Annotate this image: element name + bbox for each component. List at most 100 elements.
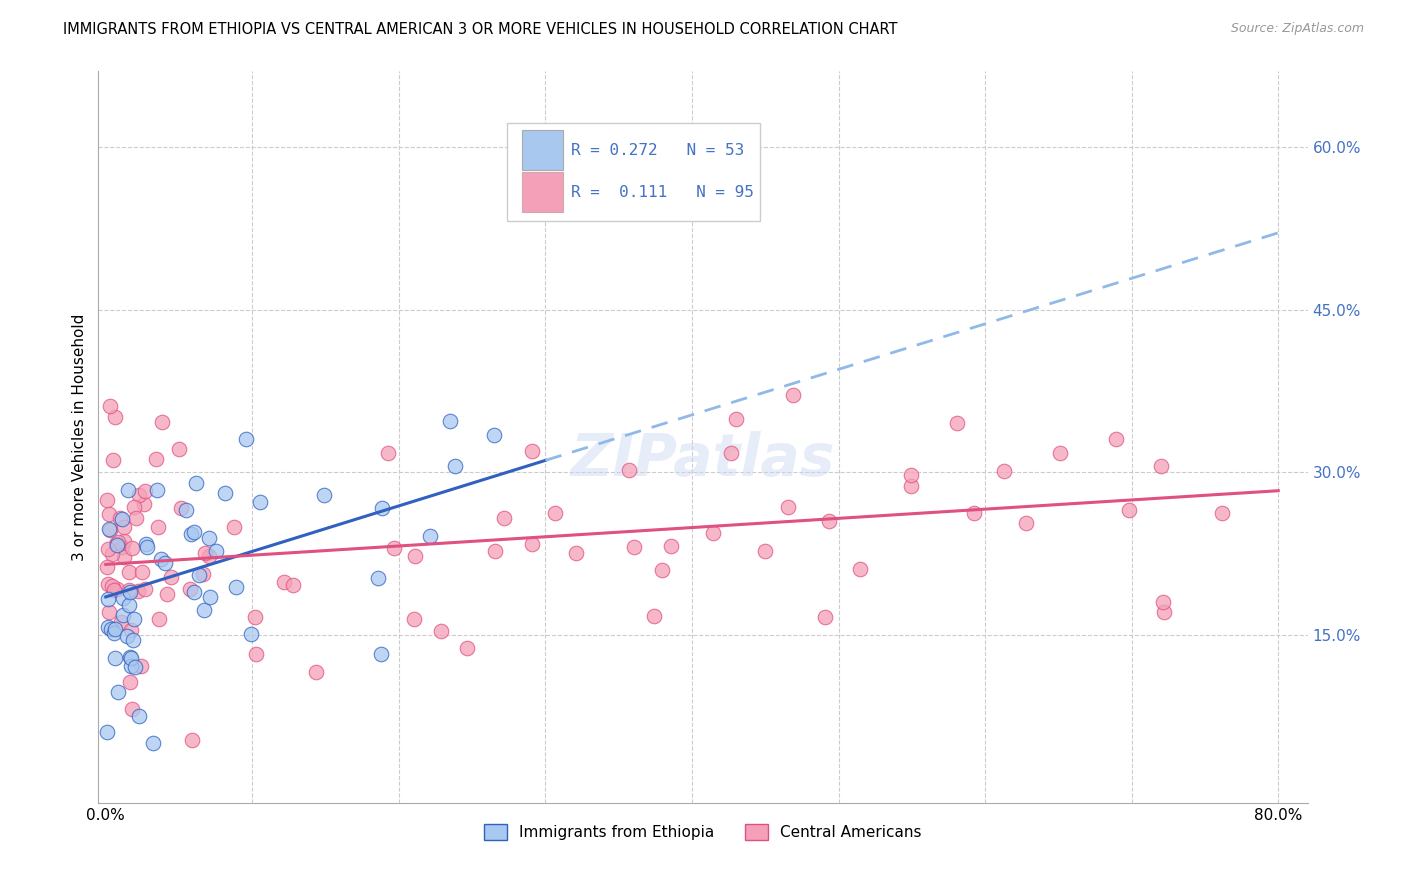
Text: R =  0.111   N = 95: R = 0.111 N = 95 [571, 186, 754, 201]
Point [96, 725, 118, 739]
Point [159, 570, 181, 584]
Point [97, 541, 120, 556]
Point [122, 632, 145, 647]
Point [115, 629, 138, 643]
Point [482, 427, 505, 442]
Point [148, 612, 170, 626]
Text: R = 0.272   N = 53: R = 0.272 N = 53 [571, 144, 744, 159]
Point [814, 610, 837, 624]
Point [111, 511, 134, 525]
Point [105, 538, 128, 552]
Point [118, 649, 141, 664]
Point [240, 627, 263, 641]
Point [623, 540, 645, 554]
Point [170, 501, 193, 516]
Point [370, 500, 392, 515]
Point [97, 508, 120, 522]
Point [214, 486, 236, 500]
Point [128, 488, 150, 502]
Point [97, 605, 120, 619]
Point [122, 612, 145, 626]
Point [131, 566, 153, 580]
Point [1015, 516, 1038, 530]
Point [222, 520, 245, 534]
Point [419, 529, 441, 543]
Point [107, 685, 129, 699]
Point [142, 736, 165, 750]
Point [993, 464, 1015, 478]
Point [134, 497, 156, 511]
Point [105, 582, 128, 596]
Point [145, 451, 167, 466]
Point [104, 537, 127, 551]
Point [183, 585, 205, 599]
Point [245, 647, 267, 661]
Point [235, 432, 257, 446]
Point [125, 511, 148, 525]
Point [104, 622, 127, 636]
Point [101, 452, 124, 467]
Point [404, 549, 426, 563]
Text: ZIPatlas: ZIPatlas [571, 431, 835, 488]
Point [96, 559, 118, 574]
Point [110, 615, 132, 630]
Point [145, 483, 167, 497]
Point [114, 550, 136, 565]
Point [96, 493, 118, 508]
Point [1105, 432, 1128, 446]
Point [100, 622, 122, 636]
Point [118, 582, 141, 597]
Point [118, 565, 141, 579]
Point [134, 582, 156, 597]
Point [180, 527, 202, 541]
Point [127, 584, 149, 599]
Point [121, 541, 143, 555]
Legend: Immigrants from Ethiopia, Central Americans: Immigrants from Ethiopia, Central Americ… [478, 818, 928, 847]
Point [191, 567, 214, 582]
Point [124, 659, 146, 673]
Point [97, 577, 120, 591]
Point [117, 483, 139, 498]
Point [98, 399, 121, 413]
Point [111, 540, 134, 554]
Point [179, 582, 201, 596]
Point [404, 612, 426, 626]
Point [273, 575, 295, 590]
Point [1150, 459, 1173, 474]
Point [120, 623, 142, 637]
Point [204, 543, 226, 558]
Point [194, 546, 217, 560]
Point [136, 540, 159, 554]
Point [101, 547, 124, 561]
Point [111, 591, 134, 605]
Point [225, 580, 247, 594]
Point [782, 388, 804, 402]
Point [304, 665, 326, 679]
Point [183, 524, 205, 539]
Point [243, 610, 266, 624]
Y-axis label: 3 or more Vehicles in Household: 3 or more Vehicles in Household [72, 313, 87, 561]
Point [122, 500, 145, 514]
Point [643, 609, 665, 624]
Point [198, 531, 221, 545]
Point [1118, 502, 1140, 516]
Point [1211, 507, 1233, 521]
Text: IMMIGRANTS FROM ETHIOPIA VS CENTRAL AMERICAN 3 OR MORE VEHICLES IN HOUSEHOLD COR: IMMIGRANTS FROM ETHIOPIA VS CENTRAL AMER… [63, 22, 898, 37]
Point [963, 506, 986, 520]
Point [187, 568, 209, 582]
Point [197, 549, 219, 564]
Point [776, 500, 799, 514]
Point [377, 446, 399, 460]
Point [818, 514, 841, 528]
Point [312, 488, 335, 502]
Point [1152, 595, 1174, 609]
Point [720, 446, 742, 460]
Point [112, 608, 135, 623]
Point [128, 708, 150, 723]
Point [110, 510, 132, 524]
Point [135, 537, 157, 551]
Point [565, 546, 588, 560]
Point [103, 651, 125, 665]
Point [754, 544, 776, 558]
Point [283, 577, 305, 591]
